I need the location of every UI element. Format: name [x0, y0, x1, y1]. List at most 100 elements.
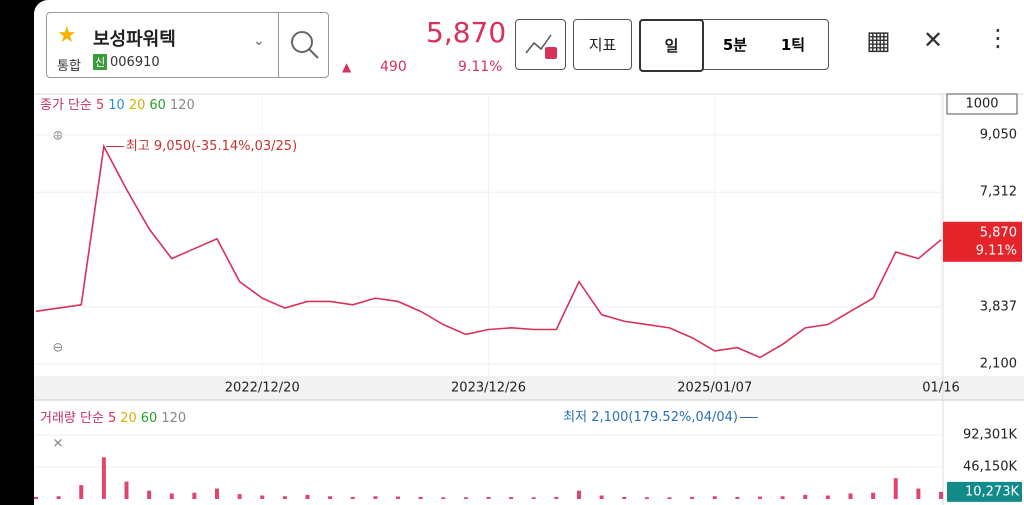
favorite-star[interactable]: ★: [57, 23, 77, 48]
volume-bar: [396, 496, 400, 499]
legend-period: 120: [161, 411, 186, 426]
volume-legend: 거래량 단순 5 20 60 120: [40, 411, 186, 426]
volume-bar: [893, 478, 898, 499]
volume-bar: [34, 496, 38, 499]
legend-period: 10: [108, 98, 125, 113]
volume-bar: [916, 488, 921, 499]
volume-bar: [509, 497, 514, 499]
volume-bar: [79, 485, 84, 499]
volume-bar: [237, 494, 242, 499]
period-tabs: 일 5분 1틱: [639, 19, 829, 72]
volume-bar: [215, 488, 219, 499]
x-tick-label: 2025/01/07: [677, 381, 752, 396]
volume-bar: [169, 493, 174, 499]
volume-bar: [192, 492, 197, 499]
volume-bar: [848, 493, 853, 499]
volume-bar: [56, 496, 61, 499]
stock-search[interactable]: ★ 보성파워텍 통합 신 006910 ⌄: [46, 12, 329, 78]
price-tag: [943, 221, 1022, 262]
volume-bar: [486, 496, 491, 499]
volume-bar: [418, 496, 423, 499]
tab[interactable]: 5분: [722, 36, 748, 54]
volume-bar: [531, 497, 536, 499]
search-icon[interactable]: [285, 25, 325, 65]
annotation: 최저 2,100(179.52%,04/04): [563, 410, 738, 425]
volume-tag-value: 10,273K: [965, 484, 1019, 499]
divider: [278, 13, 279, 77]
y-tick-label: 2,100: [980, 357, 1017, 372]
interval: 1000: [965, 97, 998, 112]
volume-bar: [124, 481, 129, 499]
y-tick-label: 46,150K: [963, 459, 1017, 474]
zoom-out: ⊖: [53, 341, 64, 356]
x-tick-label: 2022/12/20: [225, 381, 300, 396]
volume-bar: [712, 496, 717, 499]
indicator-button[interactable]: 지표: [573, 19, 632, 70]
volume-bar: [554, 496, 559, 499]
volume-tag: [947, 481, 1022, 502]
stock-name: 보성파워텍: [93, 29, 176, 50]
more-icon[interactable]: ⋮: [986, 24, 1010, 52]
badge: 신: [93, 54, 108, 70]
legend-label: 거래량 단순: [40, 411, 104, 426]
change-pct: 9.11%: [458, 59, 503, 75]
price-tag-pct: 9.11%: [976, 243, 1017, 258]
volume-bar: [735, 496, 740, 499]
screen: [34, 0, 1024, 505]
volume-bar: [350, 496, 355, 499]
tab[interactable]: 일: [639, 19, 704, 72]
volume-bar: [373, 496, 378, 499]
legend-period: 5: [96, 98, 104, 113]
chart-icon: [524, 34, 557, 59]
volume-bar: [871, 492, 876, 499]
price-line: [35, 143, 942, 359]
annotation: 최고 9,050(-35.14%,03/25): [126, 139, 297, 154]
volume-bar: [305, 494, 310, 499]
chart-button[interactable]: [515, 19, 566, 70]
price-legend: 종가 단순 5 10 20 60 120: [40, 98, 195, 113]
volume-bar: [622, 496, 627, 499]
volume-bar: [599, 495, 604, 499]
legend-period: 60: [141, 411, 158, 426]
y-tick-label: 3,837: [980, 299, 1017, 314]
settings-icon[interactable]: ✕: [923, 26, 944, 54]
current-price: 5,870: [426, 16, 507, 49]
volume-bar: [441, 497, 446, 499]
volume-bar: [825, 495, 830, 499]
tab[interactable]: 1틱: [780, 36, 806, 54]
legend-period: 60: [149, 98, 166, 113]
interval-box: [946, 93, 1018, 115]
volume-bar: [780, 496, 785, 499]
close-volume: ✕: [53, 437, 64, 452]
volume-bar: [667, 497, 672, 499]
axis-band: [34, 376, 1024, 400]
stock-code: 006910: [110, 55, 160, 70]
volume-bar: [644, 497, 649, 499]
volume-bar: [282, 496, 287, 499]
volume-bar: [101, 457, 106, 499]
volume-bar: [690, 496, 695, 499]
volume-bar: [577, 490, 581, 499]
volume-bar: [758, 496, 762, 499]
volume-bar: [147, 490, 152, 499]
dropdown-arrow[interactable]: ⌄: [253, 33, 265, 49]
volume-bar: [463, 497, 468, 499]
volume-bar: [803, 494, 808, 499]
legend-label: 종가 단순: [40, 98, 92, 113]
legend-period: 5: [108, 411, 116, 426]
price-tag-value: 5,870: [980, 225, 1017, 240]
y-tick-label: 92,301K: [963, 427, 1017, 442]
y-tick-label: 9,050: [980, 127, 1017, 142]
legend-period: 20: [120, 411, 137, 426]
y-tick-label: 7,312: [980, 185, 1017, 200]
grid-icon[interactable]: ▦: [866, 26, 891, 56]
volume-bar: [260, 495, 265, 499]
x-tick-label: 2023/12/26: [451, 381, 526, 396]
volume-bar: [939, 491, 943, 499]
market: 통합: [57, 59, 81, 74]
volume-bar: [328, 496, 333, 499]
x-tick-label: 01/16: [922, 381, 959, 396]
legend-period: 120: [170, 98, 195, 113]
legend-period: 20: [129, 98, 146, 113]
